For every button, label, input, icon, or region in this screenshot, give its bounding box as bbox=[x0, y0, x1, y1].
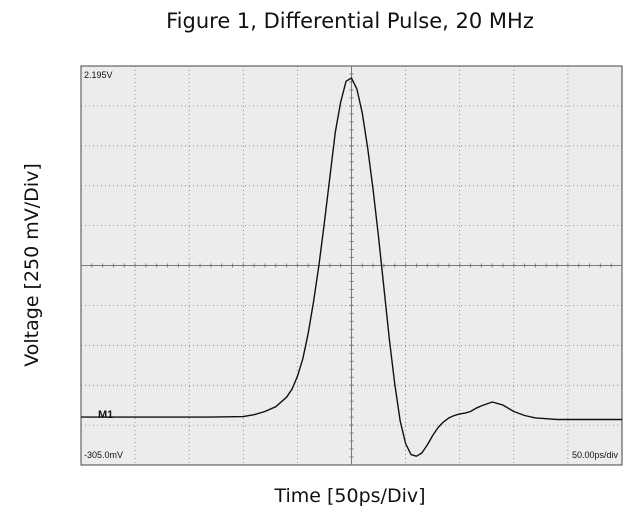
scope-bottom-right-label: 50.00ps/div bbox=[572, 450, 619, 460]
y-axis-label: Voltage [250 mV/Div] bbox=[21, 163, 43, 367]
chart-title: Figure 1, Differential Pulse, 20 MHz bbox=[166, 9, 534, 33]
grid bbox=[81, 66, 622, 465]
waveform-trace bbox=[81, 77, 622, 457]
scope-top-left-label: 2.195V bbox=[84, 70, 113, 80]
x-axis-label: Time [50ps/Div] bbox=[273, 485, 425, 507]
scope-bottom-left-label: -305.0mV bbox=[84, 450, 123, 460]
trace-marker-m1: M1 bbox=[98, 409, 113, 421]
